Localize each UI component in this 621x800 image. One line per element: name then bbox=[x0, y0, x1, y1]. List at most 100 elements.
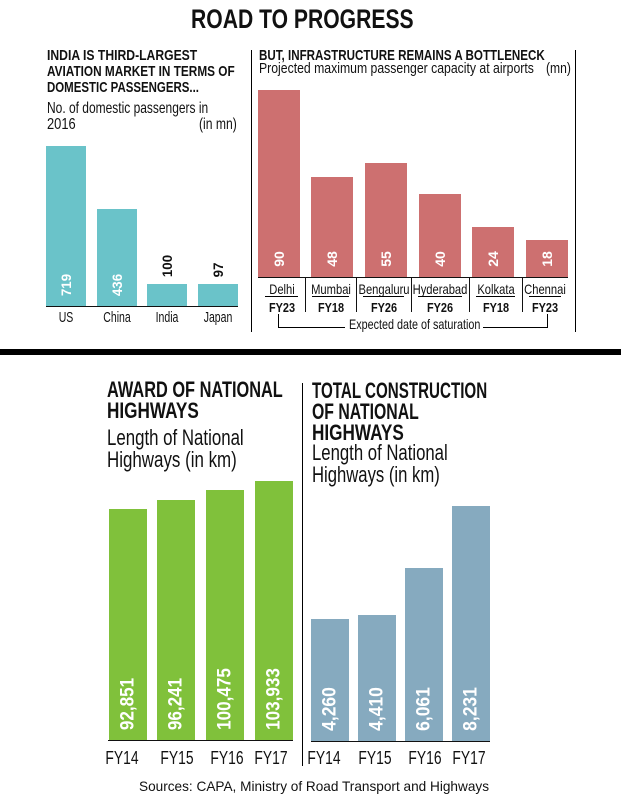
airport-chart-title: BUT, INFRASTRUCTURE REMAINS A BOTTLENECK bbox=[259, 47, 545, 65]
top-divider-right bbox=[575, 50, 576, 332]
airport-chart-unit: (mn) bbox=[546, 60, 571, 78]
award-bar bbox=[206, 489, 244, 740]
aviation-value-label: 97 bbox=[210, 262, 226, 278]
airport-bar bbox=[311, 177, 353, 277]
airport-value-label: 40 bbox=[432, 251, 448, 267]
construction-bar bbox=[405, 567, 443, 741]
aviation-chart-subtitle-line: 2016 bbox=[47, 116, 76, 134]
airport-value-label: 48 bbox=[324, 251, 340, 267]
aviation-category-label: Japan bbox=[203, 309, 233, 327]
top-divider-left bbox=[251, 50, 252, 332]
airport-saturation-date: FY23 bbox=[531, 300, 559, 316]
award-category-label: FY16 bbox=[210, 747, 244, 768]
construction-chart-title-line: HIGHWAYS bbox=[312, 420, 404, 446]
airport-bar bbox=[472, 227, 514, 277]
award-bar bbox=[109, 508, 147, 740]
aviation-chart-subtitle-line: No. of domestic passengers in bbox=[47, 100, 209, 118]
airport-value-label: 24 bbox=[485, 251, 501, 267]
construction-value-label: 4,410 bbox=[366, 687, 388, 731]
airport-saturation-date: FY26 bbox=[426, 300, 454, 316]
airport-value-label: 18 bbox=[539, 251, 555, 267]
airport-city-underline bbox=[418, 296, 462, 297]
airport-city-underline bbox=[476, 296, 515, 297]
page-title: ROAD TO PROGRESS bbox=[191, 3, 414, 34]
airport-city-label: Bengaluru bbox=[357, 281, 410, 298]
bracket-right-vertical bbox=[547, 314, 548, 328]
aviation-chart-title-line: INDIA IS THIRD-LARGEST bbox=[47, 47, 198, 65]
airport-category-separator bbox=[469, 277, 470, 312]
construction-x-axis bbox=[311, 740, 490, 742]
aviation-value-label: 100 bbox=[159, 254, 175, 277]
award-bar bbox=[255, 481, 293, 740]
aviation-x-axis bbox=[46, 305, 238, 307]
award-category-label: FY17 bbox=[254, 747, 288, 768]
airport-city-underline bbox=[363, 296, 404, 297]
construction-category-label: FY14 bbox=[307, 747, 341, 768]
sources-note: Sources: CAPA, Ministry of Road Transpor… bbox=[139, 778, 490, 795]
bottom-divider bbox=[302, 383, 303, 766]
aviation-chart-title-line: AVIATION MARKET IN TERMS OF bbox=[47, 63, 235, 81]
aviation-bar bbox=[46, 146, 86, 306]
airport-category-separator bbox=[305, 277, 306, 312]
aviation-bar bbox=[147, 283, 187, 306]
aviation-value-label: 719 bbox=[58, 273, 74, 297]
saturation-annotation: Expected date of saturation bbox=[349, 316, 481, 333]
construction-category-label: FY17 bbox=[452, 747, 486, 768]
award-bar bbox=[157, 500, 195, 740]
aviation-category-label: China bbox=[103, 309, 131, 327]
bracket-left-vertical bbox=[278, 314, 279, 327]
award-chart-subtitle-line: Highways (in km) bbox=[107, 447, 237, 473]
airport-x-axis bbox=[258, 276, 568, 278]
bracket-right-horizontal bbox=[483, 327, 548, 328]
section-separator bbox=[0, 349, 621, 355]
airport-saturation-date: FY18 bbox=[317, 300, 344, 316]
airport-city-underline bbox=[529, 296, 561, 297]
construction-value-label: 8,231 bbox=[460, 687, 482, 731]
award-value-label: 103,933 bbox=[263, 668, 285, 730]
airport-city-underline bbox=[265, 296, 298, 297]
airport-city-underline bbox=[312, 296, 349, 297]
construction-value-label: 4,260 bbox=[319, 687, 341, 731]
airport-saturation-date: FY26 bbox=[370, 300, 397, 316]
aviation-category-label: US bbox=[58, 309, 74, 327]
bracket-left-horizontal bbox=[278, 327, 345, 328]
airport-bar bbox=[258, 90, 300, 277]
construction-chart-subtitle-line: Highways (in km) bbox=[312, 462, 440, 488]
aviation-chart-unit: (in mn) bbox=[199, 116, 237, 134]
construction-chart-subtitle-line: Length of National bbox=[312, 440, 448, 466]
airport-chart-subtitle: Projected maximum passenger capacity at … bbox=[259, 60, 534, 78]
aviation-value-label: 436 bbox=[109, 273, 125, 297]
award-chart-subtitle-line: Length of National bbox=[107, 425, 244, 451]
airport-value-label: 90 bbox=[271, 251, 287, 267]
award-chart-title-line: HIGHWAYS bbox=[107, 398, 199, 424]
airport-bar bbox=[365, 162, 407, 277]
award-chart-title-line: AWARD OF NATIONAL bbox=[107, 377, 283, 403]
construction-bar bbox=[311, 619, 349, 741]
airport-city-label: Kolkata bbox=[476, 281, 515, 298]
airport-value-label: 55 bbox=[378, 251, 394, 267]
construction-category-label: FY16 bbox=[408, 747, 442, 768]
airport-saturation-date: FY18 bbox=[482, 300, 509, 316]
airport-category-separator bbox=[356, 277, 357, 312]
construction-bar bbox=[358, 615, 396, 741]
airport-saturation-date: FY23 bbox=[268, 300, 295, 316]
award-value-label: 92,851 bbox=[117, 677, 139, 731]
award-category-label: FY14 bbox=[105, 747, 139, 768]
aviation-chart-title-line: DOMESTIC PASSENGERS... bbox=[47, 79, 199, 97]
airport-city-label: Chennai bbox=[524, 281, 566, 298]
airport-city-label: Mumbai bbox=[310, 281, 351, 298]
construction-category-label: FY15 bbox=[358, 747, 392, 768]
airport-bar bbox=[419, 193, 461, 277]
aviation-category-label: India bbox=[155, 309, 179, 327]
award-x-axis bbox=[108, 739, 293, 741]
airport-bar bbox=[526, 239, 568, 277]
airport-city-label: Hyderabad bbox=[412, 281, 468, 298]
construction-value-label: 6,061 bbox=[413, 687, 435, 731]
award-value-label: 100,475 bbox=[214, 668, 236, 730]
aviation-bar bbox=[97, 208, 137, 306]
airport-category-separator bbox=[522, 277, 523, 312]
construction-chart-title-line: OF NATIONAL bbox=[312, 399, 419, 425]
award-value-label: 96,241 bbox=[165, 677, 187, 731]
airport-category-separator bbox=[411, 277, 412, 312]
